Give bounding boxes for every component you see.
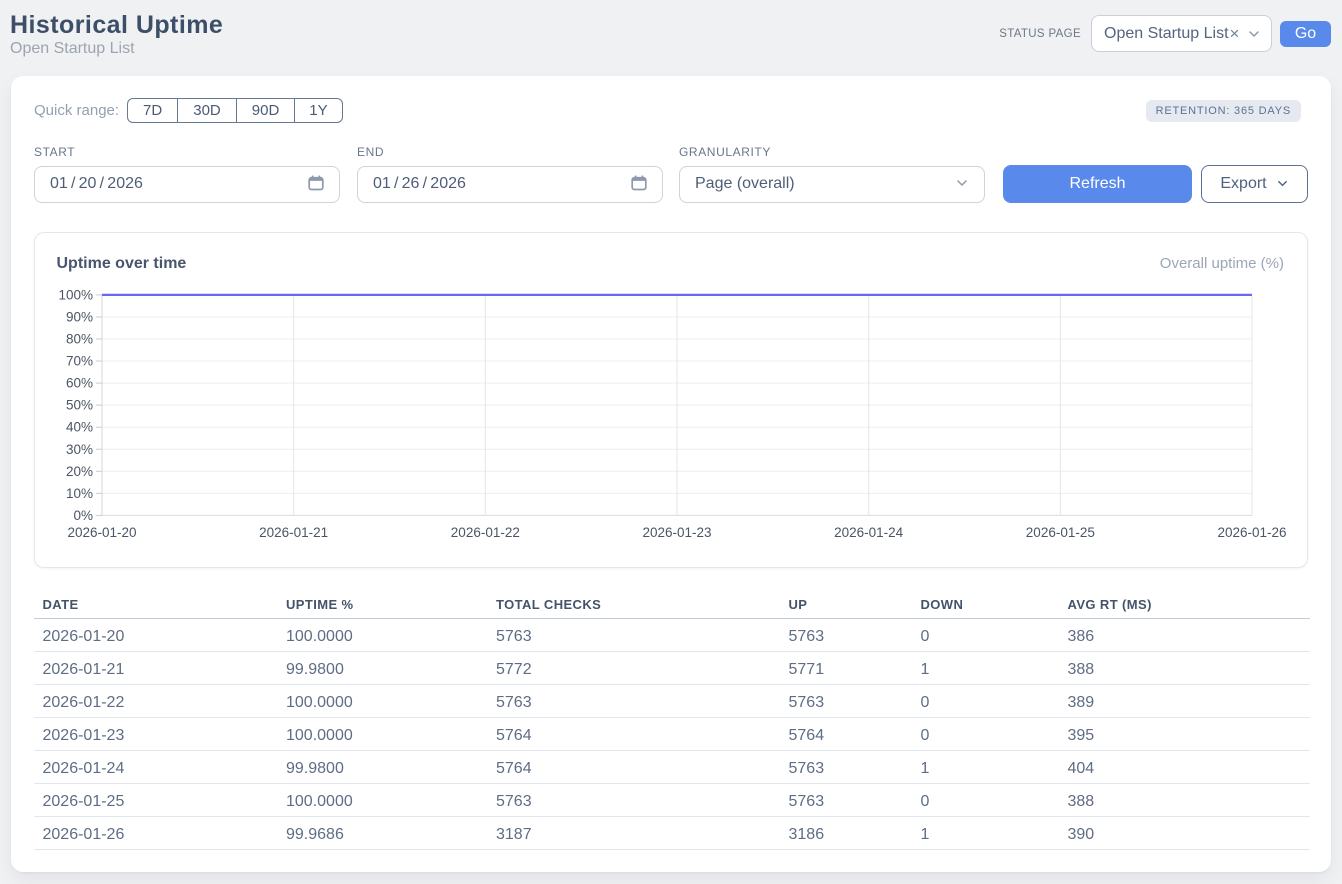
svg-text:2026-01-24: 2026-01-24 <box>834 525 904 540</box>
svg-text:50%: 50% <box>65 397 92 412</box>
svg-text:2026-01-22: 2026-01-22 <box>450 525 519 540</box>
svg-text:60%: 60% <box>65 375 92 390</box>
svg-text:40%: 40% <box>65 419 92 434</box>
svg-text:20%: 20% <box>65 463 92 478</box>
svg-text:2026-01-23: 2026-01-23 <box>642 525 711 540</box>
svg-text:2026-01-26: 2026-01-26 <box>1217 525 1286 540</box>
svg-text:2026-01-20: 2026-01-20 <box>67 525 136 540</box>
svg-text:80%: 80% <box>65 331 92 346</box>
svg-text:90%: 90% <box>65 309 92 324</box>
svg-text:100%: 100% <box>58 287 93 302</box>
svg-text:2026-01-21: 2026-01-21 <box>259 525 328 540</box>
svg-text:2026-01-25: 2026-01-25 <box>1025 525 1094 540</box>
svg-text:30%: 30% <box>65 441 92 456</box>
svg-text:70%: 70% <box>65 353 92 368</box>
svg-text:10%: 10% <box>65 485 92 500</box>
svg-text:0%: 0% <box>73 507 93 522</box>
